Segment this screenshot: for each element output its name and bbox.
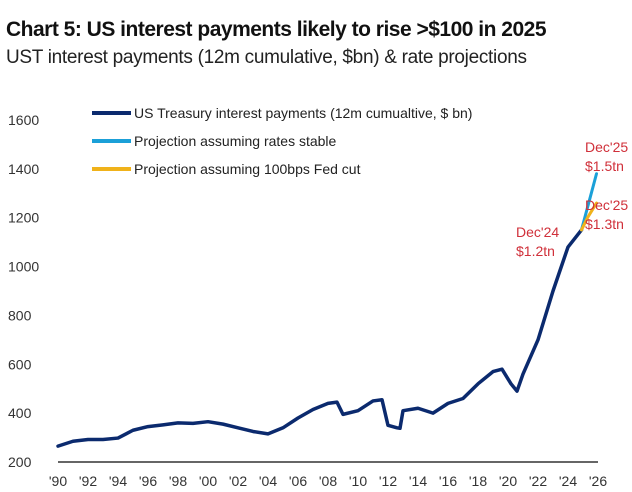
annotation-date: Dec'25 (585, 139, 628, 155)
annotation-date: Dec'25 (585, 197, 628, 213)
y-tick-label: 1200 (8, 210, 39, 226)
legend-label: US Treasury interest payments (12m cumua… (134, 105, 472, 121)
y-tick-label: 200 (8, 454, 32, 470)
x-tick-label: '26 (589, 473, 607, 489)
legend-label: Projection assuming 100bps Fed cut (134, 161, 361, 177)
x-tick-label: '08 (319, 473, 337, 489)
x-tick-label: '16 (439, 473, 457, 489)
chart-title: Chart 5: US interest payments likely to … (6, 18, 547, 41)
x-tick-label: '18 (469, 473, 487, 489)
annotation-value: $1.2tn (516, 243, 555, 259)
y-tick-label: 600 (8, 356, 32, 372)
y-tick-label: 1600 (8, 112, 39, 128)
series-line-1 (580, 172, 598, 232)
x-tick-label: '90 (49, 473, 67, 489)
y-tick-label: 400 (8, 405, 32, 421)
x-tick-label: '24 (559, 473, 577, 489)
y-tick-label: 1400 (8, 161, 39, 177)
x-tick-label: '96 (139, 473, 157, 489)
y-tick-label: 800 (8, 307, 32, 323)
x-tick-label: '22 (529, 473, 547, 489)
x-tick-label: '04 (259, 473, 277, 489)
x-tick-label: '98 (169, 473, 187, 489)
x-tick-label: '14 (409, 473, 427, 489)
annotation-value: $1.5tn (585, 158, 624, 174)
x-tick-label: '10 (349, 473, 367, 489)
annotation-value: $1.3tn (585, 216, 624, 232)
x-tick-label: '02 (229, 473, 247, 489)
x-tick-label: '00 (199, 473, 217, 489)
x-tick-label: '92 (79, 473, 97, 489)
chart-subtitle: UST interest payments (12m cumulative, $… (6, 47, 527, 68)
x-tick-label: '20 (499, 473, 517, 489)
series-line-0 (56, 228, 584, 448)
annotation-date: Dec'24 (516, 224, 559, 240)
legend-label: Projection assuming rates stable (134, 133, 337, 149)
x-tick-label: '06 (289, 473, 307, 489)
x-tick-label: '94 (109, 473, 127, 489)
x-tick-label: '12 (379, 473, 397, 489)
y-tick-label: 1000 (8, 259, 39, 275)
series-line-2 (580, 201, 598, 232)
